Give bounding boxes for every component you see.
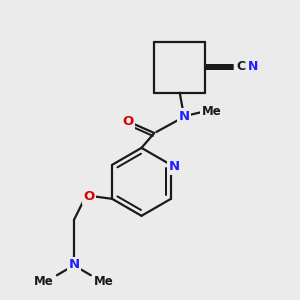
Text: Me: Me [34, 275, 54, 288]
Text: Me: Me [94, 275, 113, 288]
Text: N: N [68, 258, 80, 271]
Text: N: N [178, 110, 190, 122]
Text: O: O [83, 190, 94, 203]
Text: N: N [169, 160, 180, 173]
Text: C: C [237, 60, 246, 73]
Text: N: N [248, 60, 258, 73]
Text: Me: Me [202, 105, 221, 118]
Text: O: O [122, 115, 133, 128]
